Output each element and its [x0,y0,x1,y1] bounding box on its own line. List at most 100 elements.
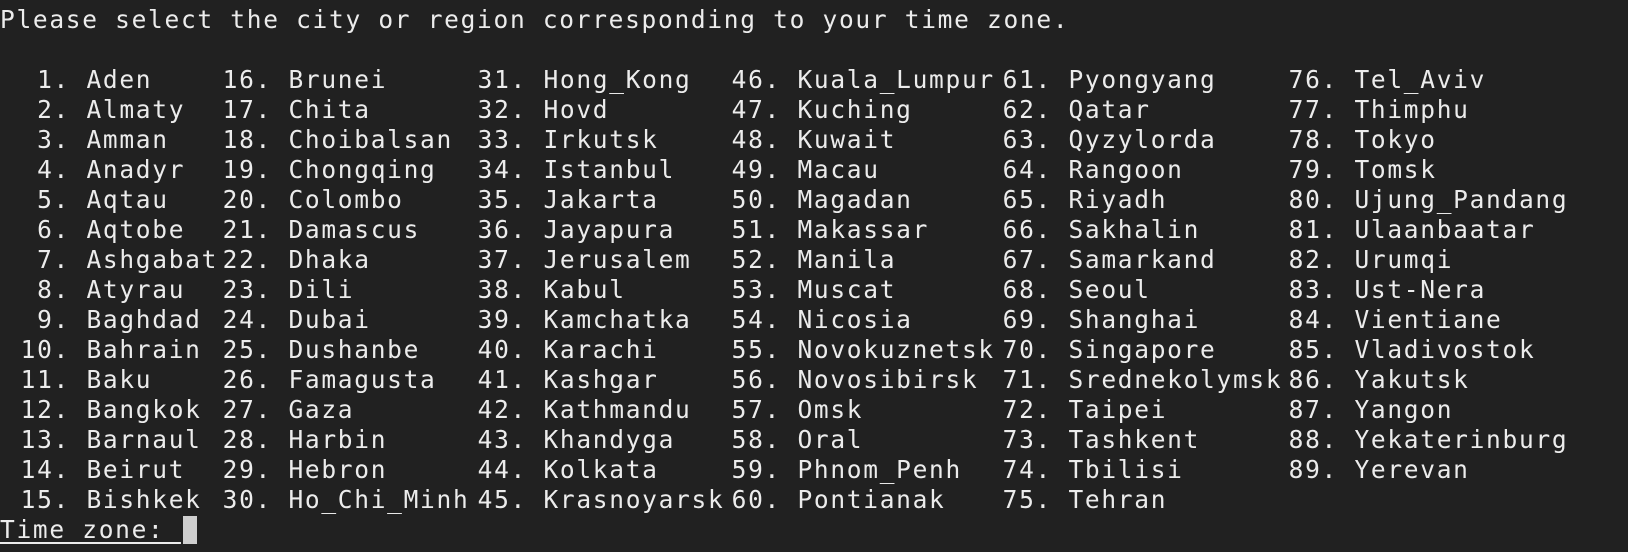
option-number: 46. [731,65,781,94]
timezone-option: 64. Rangoon [992,155,1282,185]
option-name: Kashgar [543,365,659,394]
option-name: Baghdad [86,305,202,334]
option-number: 25. [222,335,272,364]
timezone-option: 74. Tbilisi [992,455,1282,485]
timezone-option: 53. Muscat [721,275,995,305]
timezone-option: 13. Barnaul [0,425,218,455]
timezone-option: 5. Aqtau [0,185,218,215]
timezone-option: 32. Hovd [467,95,724,125]
option-number: 39. [477,305,527,334]
option-number: 71. [1002,365,1052,394]
option-name: Ho_Chi_Minh [288,485,470,514]
timezone-option: 8. Atyrau [0,275,218,305]
timezone-option: 58. Oral [721,425,995,455]
option-name: Shanghai [1068,305,1201,334]
timezone-column-1: 1. Aden 2. Almaty 3. Amman 4. Anadyr 5. Aqta… [0,65,218,515]
option-name: Samarkand [1068,245,1217,274]
option-number: 81. [1288,215,1338,244]
option-number: 50. [731,185,781,214]
timezone-option: 41. Kashgar [467,365,724,395]
option-number: 44. [477,455,527,484]
timezone-option: 57. Omsk [721,395,995,425]
option-name: Bahrain [86,335,202,364]
option-name: Bangkok [86,395,202,424]
option-number: 89. [1288,455,1338,484]
timezone-column-5: 61. Pyongyang 62. Qatar 63. Qyzylorda 64. R… [992,65,1282,515]
option-number: 9. [37,305,70,334]
timezone-option: 70. Singapore [992,335,1282,365]
option-name: Yerevan [1354,455,1470,484]
timezone-option: 33. Irkutsk [467,125,724,155]
timezone-column-6: 76. Tel_Aviv 77. Thimphu 78. Tokyo 79. Toms… [1278,65,1568,485]
option-name: Harbin [288,425,388,454]
option-number: 43. [477,425,527,454]
option-number: 30. [222,485,272,514]
timezone-option: 28. Harbin [212,425,469,455]
option-number: 33. [477,125,527,154]
option-number: 59. [731,455,781,484]
timezone-option: 40. Karachi [467,335,724,365]
timezone-column-3: 31. Hong_Kong 32. Hovd 33. Irkutsk 34. Ista… [467,65,724,515]
timezone-option: 36. Jayapura [467,215,724,245]
timezone-option: 1. Aden [0,65,218,95]
option-name: Srednekolymsk [1068,365,1283,394]
option-number: 8. [37,275,70,304]
option-number: 48. [731,125,781,154]
option-name: Istanbul [543,155,676,184]
timezone-option: 79. Tomsk [1278,155,1568,185]
option-name: Kathmandu [543,395,692,424]
option-name: Dushanbe [288,335,421,364]
option-name: Almaty [86,95,186,124]
option-name: Dili [288,275,355,304]
timezone-option: 62. Qatar [992,95,1282,125]
timezone-option: 50. Magadan [721,185,995,215]
option-name: Ulaanbaatar [1354,215,1536,244]
option-name: Magadan [797,185,913,214]
timezone-option: 48. Kuwait [721,125,995,155]
timezone-option: 6. Aqtobe [0,215,218,245]
option-name: Anadyr [86,155,186,184]
header-text: Please select the city or region corresp… [0,5,1070,34]
timezone-prompt[interactable]: Time zone: [0,515,197,545]
option-number: 20. [222,185,272,214]
option-name: Chongqing [288,155,437,184]
timezone-option: 19. Chongqing [212,155,469,185]
option-number: 42. [477,395,527,424]
timezone-option: 22. Dhaka [212,245,469,275]
timezone-option: 16. Brunei [212,65,469,95]
timezone-option: 43. Khandyga [467,425,724,455]
option-name: Famagusta [288,365,437,394]
timezone-list: 1. Aden 2. Almaty 3. Amman 4. Anadyr 5. Aqta… [0,65,1628,515]
option-name: Riyadh [1068,185,1168,214]
option-number: 62. [1002,95,1052,124]
option-number: 52. [731,245,781,274]
option-number: 32. [477,95,527,124]
option-number: 11. [20,365,70,394]
option-name: Kabul [543,275,626,304]
timezone-option: 4. Anadyr [0,155,218,185]
timezone-option: 61. Pyongyang [992,65,1282,95]
option-name: Damascus [288,215,421,244]
option-name: Dubai [288,305,371,334]
option-number: 57. [731,395,781,424]
option-number: 83. [1288,275,1338,304]
timezone-option: 88. Yekaterinburg [1278,425,1568,455]
option-name: Dhaka [288,245,371,274]
timezone-option: 51. Makassar [721,215,995,245]
timezone-option: 63. Qyzylorda [992,125,1282,155]
option-name: Seoul [1068,275,1151,304]
option-number: 65. [1002,185,1052,214]
timezone-option: 37. Jerusalem [467,245,724,275]
option-name: Karachi [543,335,659,364]
option-number: 38. [477,275,527,304]
option-number: 16. [222,65,272,94]
timezone-option: 71. Srednekolymsk [992,365,1282,395]
option-number: 37. [477,245,527,274]
timezone-option: 9. Baghdad [0,305,218,335]
option-number: 27. [222,395,272,424]
option-number: 6. [37,215,70,244]
option-name: Brunei [288,65,388,94]
option-number: 58. [731,425,781,454]
option-name: Pyongyang [1068,65,1217,94]
timezone-option: 84. Vientiane [1278,305,1568,335]
